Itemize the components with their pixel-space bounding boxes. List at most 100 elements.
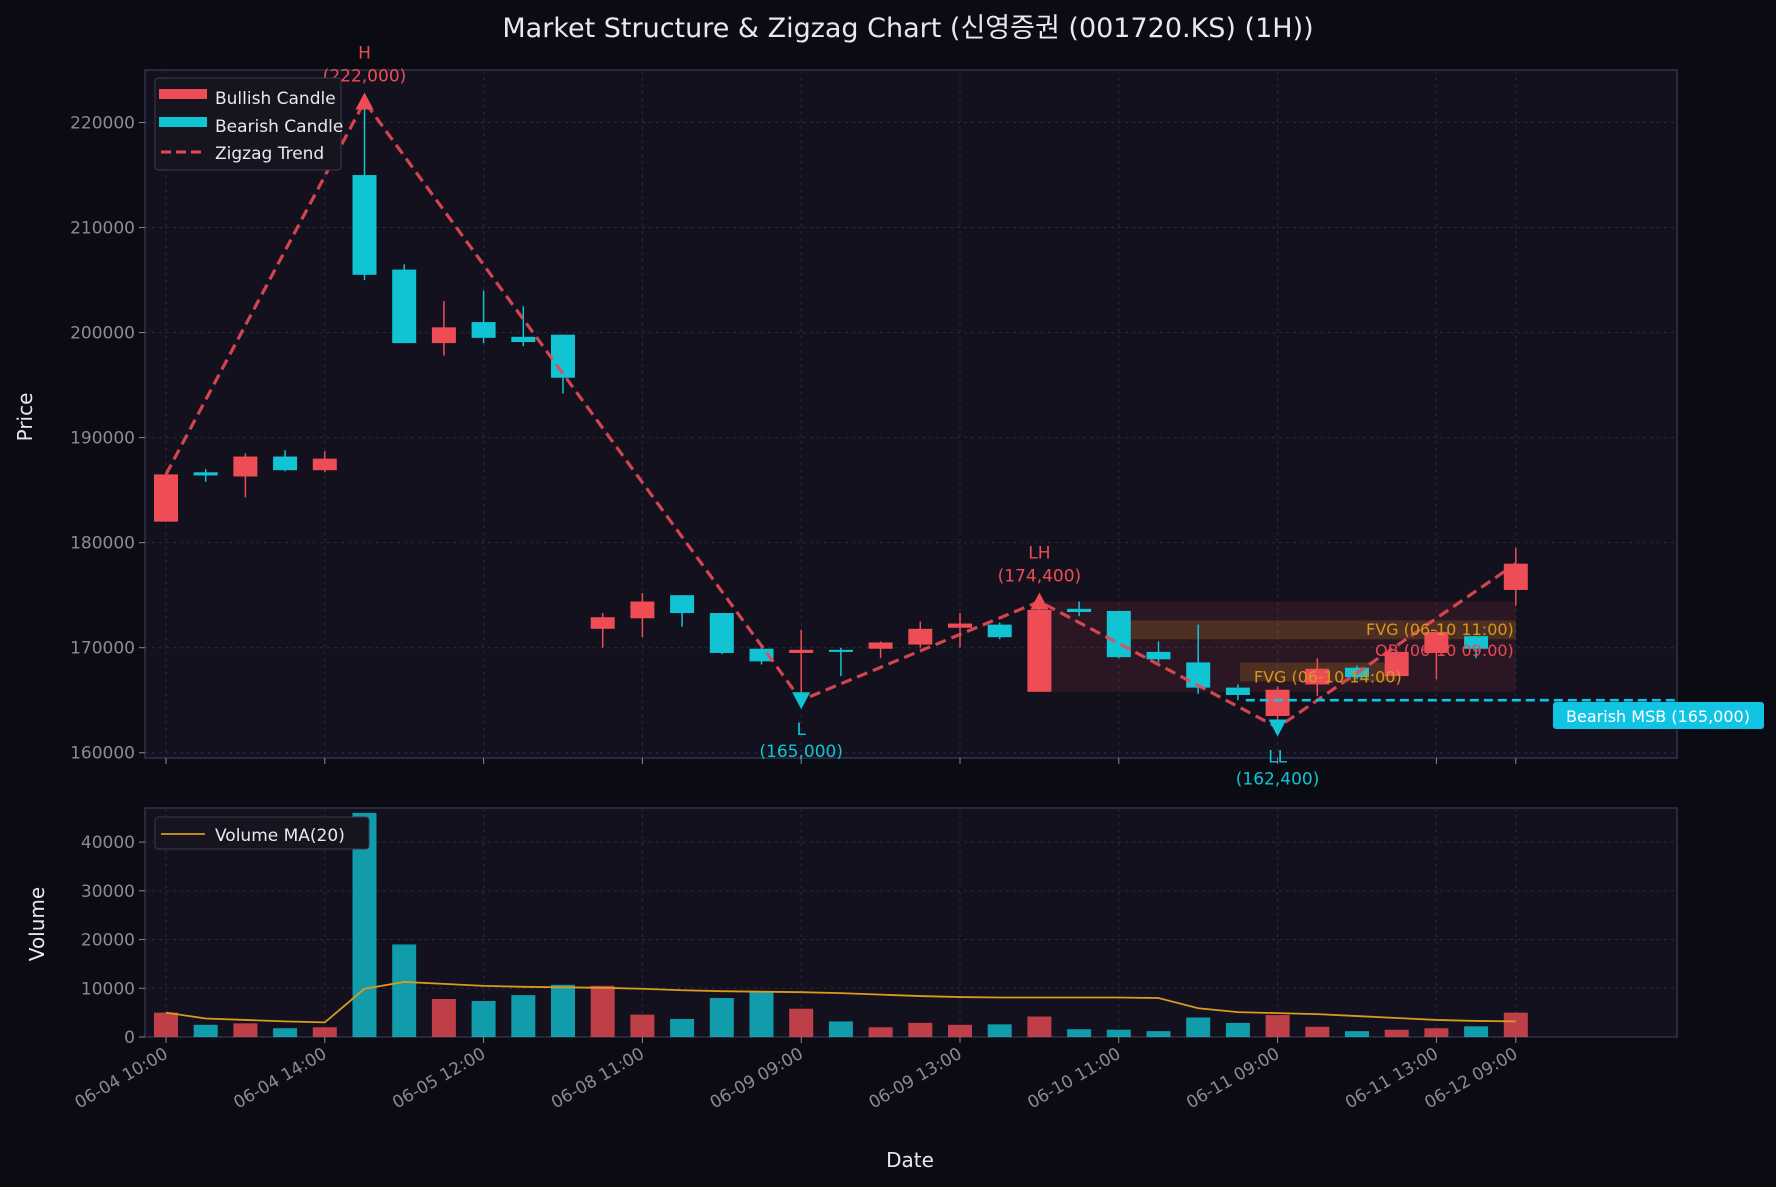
pivot-low-marker: L(165,000) — [759, 692, 843, 762]
volume-y-ticks: 0 10000 20000 30000 40000 — [81, 833, 145, 1048]
price-legend: Bullish Candle Bearish Candle Zigzag Tre… — [154, 77, 343, 171]
volume-bar-bearish — [551, 984, 575, 1037]
volume-bar-bearish — [511, 995, 536, 1037]
candle-body — [749, 648, 774, 662]
bullish-candle — [590, 613, 615, 648]
pivot-low-marker: LL(162,400) — [1236, 719, 1320, 790]
pivot-label: LH — [1028, 543, 1050, 563]
volume-bar-bearish — [749, 991, 774, 1037]
volume-bar-bearish — [987, 1024, 1012, 1037]
candle-body — [630, 601, 655, 619]
pivot-value: (165,000) — [759, 742, 843, 762]
candle-body — [828, 649, 853, 652]
volume-bar-bearish — [1464, 1026, 1489, 1037]
bearish-candle — [1186, 624, 1211, 694]
pivot-value: (222,000) — [323, 67, 407, 87]
candle-body — [1225, 687, 1250, 695]
volume-bar-bullish — [1424, 1028, 1449, 1037]
pivot-triangle-up — [1030, 592, 1049, 610]
volume-bar-bullish — [948, 1024, 972, 1037]
pivot-label: H — [358, 44, 371, 64]
bearish-msb: Bearish MSB (165,000) — [1245, 698, 1764, 729]
chart-title: Market Structure & Zigzag Chart (신영증권 (0… — [502, 13, 1313, 44]
pivot-high-marker: LH (174,400) — [998, 543, 1082, 610]
price-y-tick-label: 200000 — [70, 324, 135, 344]
volume-bar-bullish — [1305, 1026, 1330, 1037]
legend-bearish-label: Bearish Candle — [215, 117, 343, 137]
volume-bar-bearish — [709, 998, 734, 1037]
pivot-triangle-down — [792, 692, 811, 710]
candlesticks — [154, 101, 1528, 728]
volume-legend-box — [154, 816, 370, 850]
pivot-triangle-up — [355, 92, 374, 110]
bullish-candle — [312, 451, 337, 473]
price-y-ticks: 160000 170000 180000 190000 200000 210000 2200… — [70, 114, 145, 764]
bearish-candle — [551, 334, 575, 394]
msb-label-box — [1553, 702, 1764, 729]
volume-bar-bullish — [431, 998, 456, 1037]
volume-bar-bullish — [630, 1014, 655, 1037]
volume-bar-bearish — [670, 1018, 695, 1037]
candle-body — [1106, 610, 1131, 658]
candle-body — [908, 628, 933, 645]
candle-body — [1146, 651, 1171, 660]
bearish-candle — [193, 469, 218, 482]
bullish-candle — [868, 641, 893, 659]
volume-y-tick-label: 10000 — [81, 979, 135, 999]
bullish-candle — [1424, 629, 1449, 680]
bullish-candle — [908, 621, 933, 648]
price-y-tick-label: 190000 — [70, 429, 135, 449]
bearish-candle — [1464, 636, 1489, 659]
bearish-candle — [273, 450, 298, 472]
msb-label: Bearish MSB (165,000) — [1566, 707, 1750, 726]
pivot-high-marker: H (222,000) — [323, 44, 407, 110]
volume-y-axis-label: Volume — [25, 887, 49, 961]
legend-bullish-swatch — [159, 89, 207, 99]
bearish-candle — [1106, 610, 1131, 659]
pivot-value: (174,400) — [998, 566, 1082, 586]
fvg-zone-label: FVG (06-10 11:00) — [1366, 620, 1514, 639]
volume-bar-bearish — [1067, 1029, 1092, 1037]
price-y-tick-label: 210000 — [70, 219, 135, 239]
volume-bar-bullish — [908, 1022, 933, 1037]
volume-bar-bearish — [1225, 1022, 1250, 1037]
volume-y-tick-label: 30000 — [81, 882, 135, 902]
candle-body — [1305, 668, 1330, 685]
price-panel: 160000 170000 180000 190000 200000 210000 2200… — [13, 44, 1764, 790]
bullish-candle — [1305, 658, 1330, 697]
bearish-candle — [987, 622, 1012, 640]
bullish-candle — [1503, 547, 1528, 606]
volume-bar-bullish — [1503, 1012, 1528, 1037]
volume-bar-bearish — [1106, 1029, 1131, 1037]
ob-zone-label: OB (06-10 09:00) — [1375, 641, 1514, 660]
volume-bar-bearish — [1186, 1017, 1211, 1037]
volume-bar-bearish — [193, 1024, 218, 1037]
candle-body — [193, 472, 218, 476]
price-legend-box — [154, 77, 342, 171]
volume-bar-bearish — [273, 1028, 298, 1037]
bullish-candle — [1384, 649, 1409, 677]
legend-bearish-swatch — [159, 117, 207, 127]
candle-body — [1464, 636, 1489, 649]
pivot-triangle-down — [1268, 719, 1287, 737]
volume-bars — [154, 812, 1528, 1037]
bearish-candle — [709, 613, 734, 655]
bullish-candle — [154, 474, 178, 522]
volume-bar-bearish — [1146, 1031, 1171, 1037]
volume-bar-bearish — [828, 1021, 853, 1037]
volume-y-tick-label: 0 — [124, 1028, 135, 1048]
bullish-candle — [1027, 601, 1052, 692]
bullish-candle — [789, 629, 814, 701]
volume-bar-bearish — [392, 944, 417, 1037]
price-y-tick-label: 170000 — [70, 639, 135, 659]
candle-body — [987, 624, 1012, 638]
candle-body — [1067, 608, 1092, 612]
bullish-candle — [1265, 686, 1290, 728]
pivot-value: (162,400) — [1236, 770, 1320, 790]
bullish-candle — [630, 593, 655, 638]
legend-zigzag-label: Zigzag Trend — [215, 144, 324, 164]
volume-ma-line — [165, 981, 1516, 1024]
legend-volume-ma-label: Volume MA(20) — [215, 826, 345, 846]
candle-body — [233, 456, 258, 477]
